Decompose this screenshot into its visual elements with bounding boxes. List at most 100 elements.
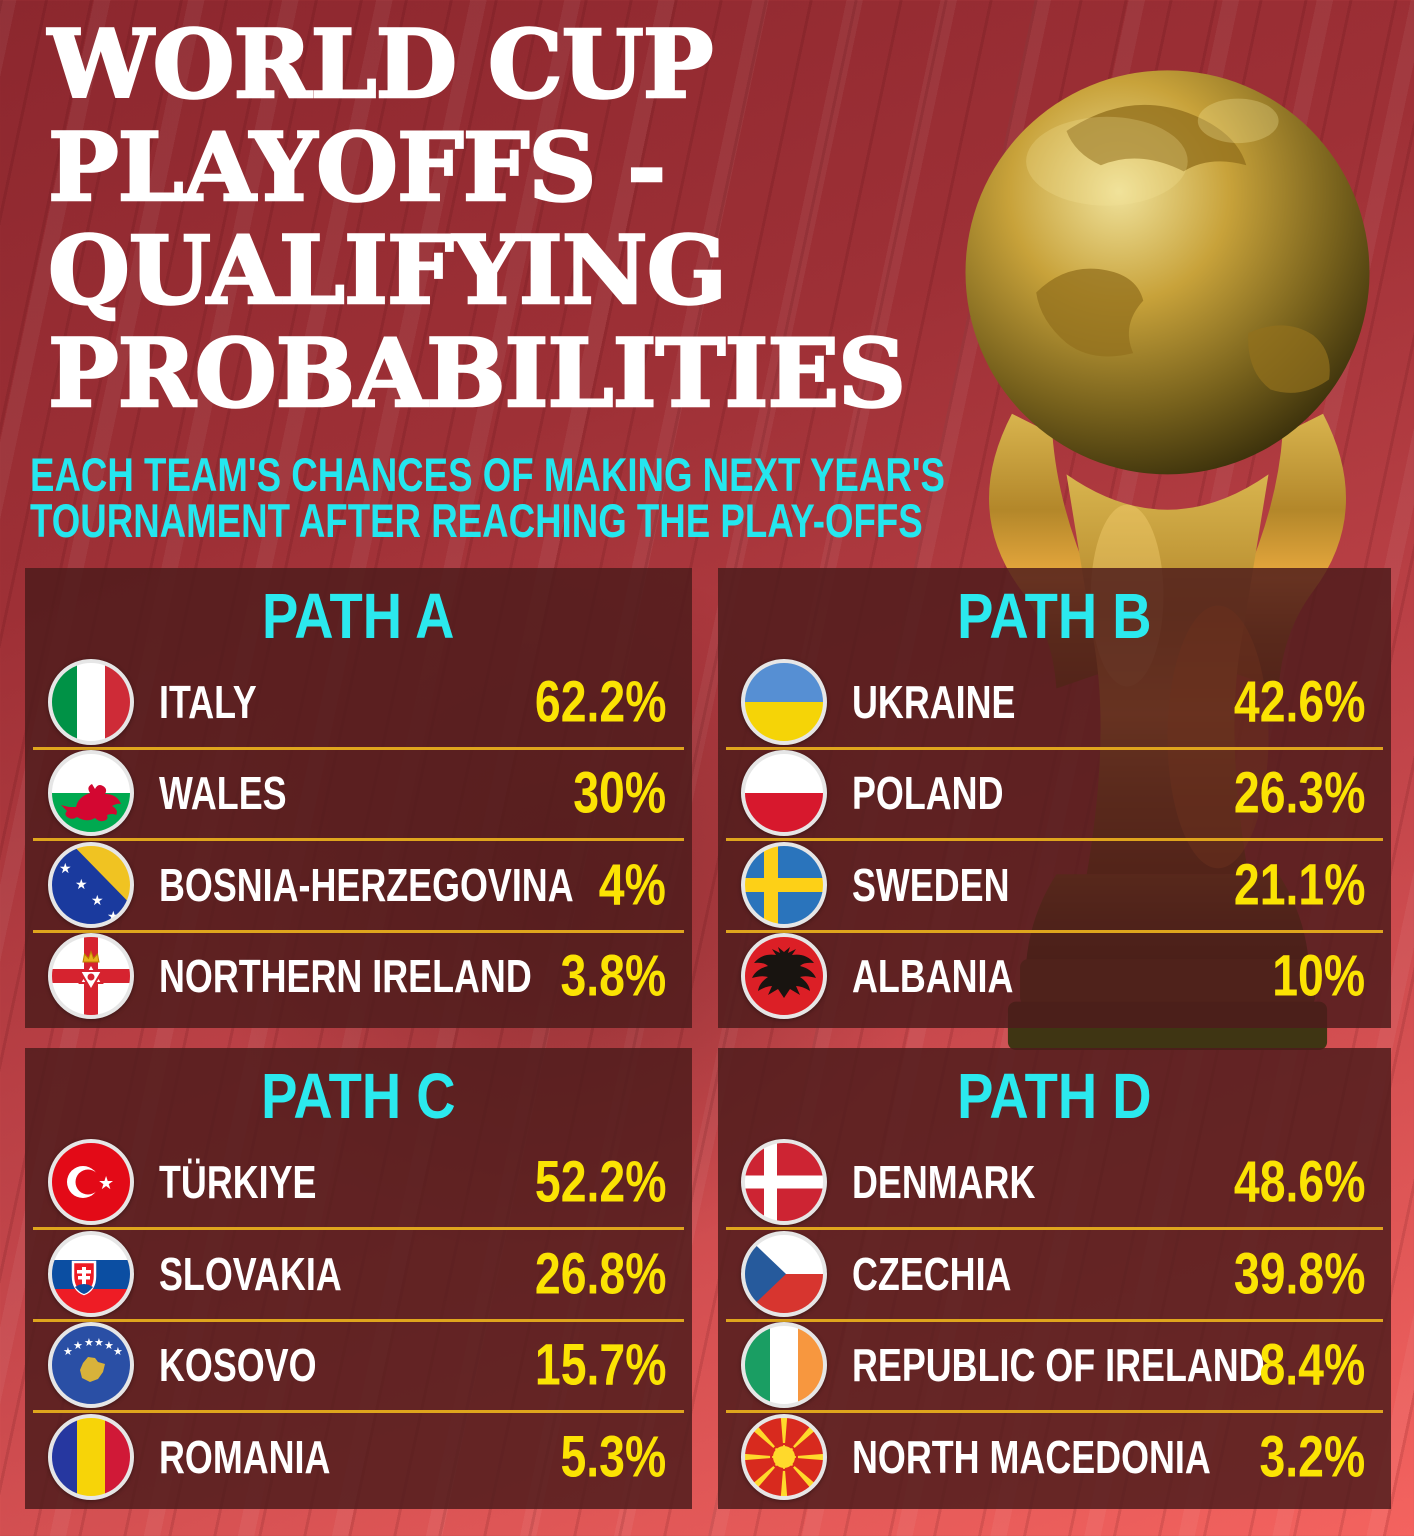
kosovo-flag-icon: ★ ★ ★ ★ ★ ★ [48, 1322, 134, 1409]
path-b-label: PATH B [957, 580, 1152, 652]
slovakia-flag-icon [48, 1230, 134, 1317]
svg-text:★: ★ [94, 1336, 104, 1349]
czechia-flag-icon [741, 1230, 827, 1317]
team-name: TÜRKIYE [159, 1155, 317, 1208]
team-name: BOSNIA-HERZEGOVINA [159, 858, 574, 911]
team-name: NORTH MACEDONIA [852, 1431, 1211, 1484]
team-probability: 39.8% [1233, 1241, 1365, 1307]
table-row-bosnia-herzegovina: ★ ★ ★ ★ ★ BOSNIA-HERZEGOVINA 4% [31, 838, 686, 931]
team-probability: 10% [1272, 943, 1365, 1009]
italy-flag-icon [48, 658, 134, 745]
team-name: REPUBLIC OF IRELAND [852, 1339, 1265, 1392]
title-line-3: QUALIFYING [47, 216, 728, 326]
table-row-kosovo: ★ ★ ★ ★ ★ ★ KOSOVO 15.7% [31, 1318, 686, 1412]
ukraine-flag-icon [741, 658, 827, 745]
title-line-4: PROBABILITIES [47, 319, 908, 429]
title-line-2: PLAYOFFS - [47, 113, 668, 223]
path-c-label: PATH C [261, 1060, 456, 1132]
table-row-north-macedonia: NORTH MACEDONIA 3.2% [724, 1410, 1385, 1503]
table-row-albania: ALBANIA 10% [724, 929, 1385, 1023]
svg-text:★: ★ [98, 1173, 114, 1194]
team-name: KOSOVO [159, 1339, 317, 1392]
page-title: WORLD CUP PLAYOFFS - QUALIFYING PROBABIL… [47, 10, 908, 429]
path-c-rows: ★ TÜRKIYE 52.2% SLOVAKIA 26.8% ★ ★ ★ ★ ★ ★ KO… [25, 1136, 692, 1503]
table-row-italy: ITALY 62.2% [31, 656, 686, 748]
svg-text:★: ★ [59, 861, 72, 877]
subtitle-line-1: EACH TEAM'S CHANCES OF MAKING NEXT YEAR'… [30, 448, 946, 501]
team-probability: 62.2% [534, 669, 666, 735]
team-probability: 21.1% [1233, 852, 1365, 918]
svg-text:★: ★ [47, 845, 56, 861]
team-name: UKRAINE [852, 675, 1016, 728]
team-probability: 42.6% [1233, 669, 1365, 735]
path-a-rows: ITALY 62.2% WALES 30% ★ ★ ★ ★ ★ BOSNIA-HERZE… [25, 656, 692, 1022]
table-row-czechia: CZECHIA 39.8% [724, 1226, 1385, 1320]
team-probability: 4% [598, 852, 666, 918]
team-probability: 3.8% [560, 943, 666, 1009]
team-name: DENMARK [852, 1155, 1036, 1208]
team-name: SLOVAKIA [159, 1247, 342, 1300]
path-a-label: PATH A [262, 580, 455, 652]
wales-flag-icon [48, 750, 134, 837]
path-b-panel: PATH B UKRAINE 42.6% POLAND 26.3% SWEDEN… [718, 568, 1391, 1028]
table-row-sweden: SWEDEN 21.1% [724, 838, 1385, 931]
republic-of-ireland-flag-icon [741, 1322, 827, 1409]
svg-text:★: ★ [104, 1339, 114, 1352]
path-c-header: PATH C [25, 1056, 692, 1136]
albania-flag-icon [741, 933, 827, 1020]
table-row-turkiye: ★ TÜRKIYE 52.2% [31, 1136, 686, 1228]
subtitle-line-2: TOURNAMENT AFTER REACHING THE PLAY-OFFS [30, 494, 923, 547]
path-d-panel: PATH D DENMARK 48.6% CZECHIA 39.8% REPUB… [718, 1048, 1391, 1509]
title-line-1: WORLD CUP [47, 10, 715, 120]
team-probability: 3.2% [1259, 1424, 1365, 1490]
path-b-header: PATH B [718, 576, 1391, 656]
table-row-poland: POLAND 26.3% [724, 746, 1385, 840]
team-probability: 30% [573, 760, 666, 826]
svg-text:★: ★ [73, 1339, 83, 1352]
path-d-label: PATH D [957, 1060, 1152, 1132]
path-a-panel: PATH A ITALY 62.2% WALES 30% ★ ★ ★ ★ ★ BOSNI… [25, 568, 692, 1028]
romania-flag-icon [48, 1414, 134, 1501]
svg-text:★: ★ [91, 893, 104, 909]
team-probability: 52.2% [534, 1149, 666, 1215]
poland-flag-icon [741, 750, 827, 837]
north-macedonia-flag-icon [741, 1414, 827, 1501]
turkiye-flag-icon: ★ [48, 1138, 134, 1225]
team-name: ITALY [159, 675, 257, 728]
table-row-wales: WALES 30% [31, 746, 686, 840]
svg-text:★: ★ [84, 1336, 94, 1349]
team-probability: 8.4% [1259, 1332, 1365, 1398]
table-row-romania: ROMANIA 5.3% [31, 1410, 686, 1503]
svg-text:★: ★ [113, 1345, 123, 1358]
bosnia-herzegovina-flag-icon: ★★★★★ [47, 841, 134, 928]
path-a-header: PATH A [25, 576, 692, 656]
table-row-ukraine: UKRAINE 42.6% [724, 656, 1385, 748]
table-row-denmark: DENMARK 48.6% [724, 1136, 1385, 1228]
team-name: POLAND [852, 767, 1004, 820]
team-probability: 5.3% [560, 1424, 666, 1490]
page-subtitle: EACH TEAM'S CHANCES OF MAKING NEXT YEAR'… [30, 448, 1203, 547]
path-b-rows: UKRAINE 42.6% POLAND 26.3% SWEDEN 21.1% … [718, 656, 1391, 1022]
team-name: SWEDEN [852, 858, 1010, 911]
team-probability: 26.8% [534, 1241, 666, 1307]
team-name: NORTHERN IRELAND [159, 950, 532, 1003]
table-row-republic-of-ireland: REPUBLIC OF IRELAND 8.4% [724, 1318, 1385, 1412]
denmark-flag-icon [741, 1138, 827, 1225]
team-name: WALES [159, 767, 287, 820]
path-c-panel: PATH C ★ TÜRKIYE 52.2% SLOVAKIA 26.8% ★ ★… [25, 1048, 692, 1509]
svg-text:★: ★ [75, 877, 88, 893]
northern-ireland-flag-icon [48, 933, 134, 1020]
path-d-header: PATH D [718, 1056, 1391, 1136]
team-name: ALBANIA [852, 950, 1014, 1003]
team-name: CZECHIA [852, 1247, 1012, 1300]
table-row-slovakia: SLOVAKIA 26.8% [31, 1226, 686, 1320]
team-name: ROMANIA [159, 1431, 331, 1484]
team-probability: 15.7% [534, 1332, 666, 1398]
table-row-northern-ireland: NORTHERN IRELAND 3.8% [31, 929, 686, 1023]
team-probability: 48.6% [1233, 1149, 1365, 1215]
path-d-rows: DENMARK 48.6% CZECHIA 39.8% REPUBLIC OF … [718, 1136, 1391, 1503]
svg-text:★: ★ [63, 1345, 73, 1358]
team-probability: 26.3% [1233, 760, 1365, 826]
sweden-flag-icon [741, 841, 827, 928]
